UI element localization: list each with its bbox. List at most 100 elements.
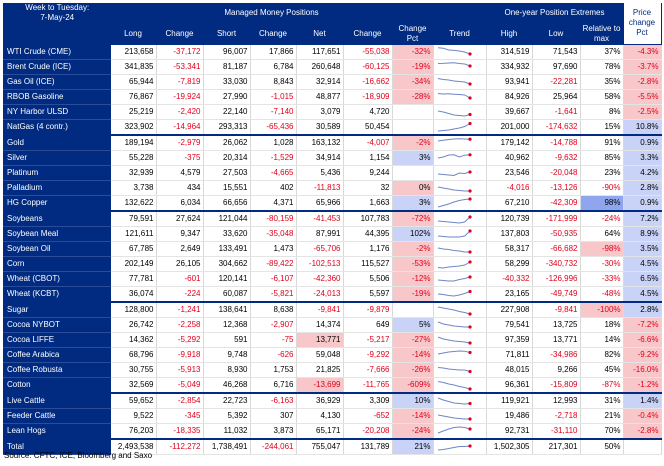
- trend-end-marker: [467, 169, 472, 174]
- short-value: 138,641: [203, 300, 251, 318]
- table-row: Soybean Oil 67,785 2,649 133,491 1,473 -65,70…: [3, 241, 662, 257]
- short-change: 8,638: [250, 300, 297, 318]
- short-value: 96,007: [203, 44, 251, 60]
- col-high: High: [486, 23, 533, 45]
- low-value: 13,771: [532, 332, 581, 348]
- short-value: 304,662: [203, 256, 251, 272]
- price-change: 4.5%: [623, 256, 662, 272]
- trend-sparkline: [433, 180, 487, 196]
- high-value: 58,317: [486, 241, 533, 257]
- source-note: Source: CFTC, ICE, Bloomberg and Saxo: [4, 451, 153, 460]
- table-row: Gold 189,194 -2,979 26,062 1,028 163,132 -4,00…: [3, 133, 662, 151]
- net-change: -55,038: [343, 44, 393, 60]
- header-row-2: Long Change Short Change Net Change Chan…: [3, 23, 661, 45]
- long-value: 2,493,538: [110, 437, 157, 455]
- table-row: NatGas (4 contr.) 323,902 -14,964 293,313 -6…: [3, 119, 662, 135]
- price-change: 4.2%: [623, 165, 662, 181]
- long-change: -14,964: [156, 119, 204, 135]
- trend-line-icon: [437, 121, 472, 131]
- trend-line-icon: [437, 247, 472, 254]
- commodity-name: Coffee Robusta: [3, 362, 111, 378]
- change-pct: 10%: [392, 391, 434, 409]
- net-change: -16,662: [343, 74, 393, 90]
- high-value: 334,932: [486, 59, 533, 75]
- change-pct: [392, 165, 434, 181]
- net-value: -13,699: [296, 377, 344, 393]
- relative-to-max: 35%: [580, 74, 624, 90]
- high-value: 201,000: [486, 119, 533, 135]
- trend-line-icon: [437, 214, 472, 224]
- long-value: 25,219: [110, 104, 157, 120]
- net-value: 36,929: [296, 391, 344, 409]
- trend-sparkline: [433, 44, 487, 60]
- change-pct: -32%: [392, 44, 434, 60]
- title-cell: Week to Tuesday: 7-May-24: [3, 3, 111, 45]
- price-change: 0.9%: [623, 133, 662, 151]
- short-change: 1,473: [250, 241, 297, 257]
- trend-line-icon: [437, 186, 472, 193]
- trend-line: [437, 171, 470, 176]
- change-pct: 102%: [392, 226, 434, 242]
- net-value: -11,813: [296, 180, 344, 196]
- trend-line-icon: [437, 306, 472, 316]
- net-value: 117,651: [296, 44, 344, 60]
- long-value: 341,835: [110, 59, 157, 75]
- short-change: 6,716: [250, 377, 297, 393]
- net-value: 3,079: [296, 104, 344, 120]
- trend-sparkline: [433, 437, 487, 455]
- long-change: 6,034: [156, 195, 204, 211]
- short-change: -6,107: [250, 271, 297, 287]
- net-change: 131,789: [343, 437, 393, 455]
- trend-sparkline: [433, 195, 487, 211]
- short-change: 4,371: [250, 195, 297, 211]
- relative-to-max: 82%: [580, 347, 624, 363]
- trend-end-marker: [467, 426, 472, 431]
- net-value: 65,966: [296, 195, 344, 211]
- long-change: -2,258: [156, 317, 204, 333]
- relative-to-max: 50%: [580, 437, 624, 455]
- low-value: -50,935: [532, 226, 581, 242]
- short-change: -244,061: [250, 437, 297, 455]
- trend-line-icon: [437, 289, 472, 297]
- net-value: -24,013: [296, 286, 344, 302]
- high-value: 93,941: [486, 74, 533, 90]
- trend-end-marker: [467, 249, 472, 254]
- commodity-name: Silver: [3, 150, 111, 166]
- trend-line: [437, 290, 470, 297]
- change-pct: [392, 300, 434, 318]
- relative-to-max: -90%: [580, 180, 624, 196]
- price-change: 3.3%: [623, 150, 662, 166]
- high-value: -40,332: [486, 271, 533, 287]
- low-value: -1,641: [532, 104, 581, 120]
- low-value: -31,110: [532, 423, 581, 439]
- trend-sparkline: [433, 59, 487, 75]
- high-value: 19,486: [486, 408, 533, 424]
- trend-line-icon: [437, 169, 472, 176]
- trend-sparkline: [433, 226, 487, 242]
- trend-end-marker: [467, 214, 472, 219]
- table-row: Sugar 128,800 -1,241 138,641 8,638 -9,841 -9,8…: [3, 300, 662, 318]
- price-change: 4.5%: [623, 286, 662, 302]
- net-change: -5,217: [343, 332, 393, 348]
- high-value: 97,359: [486, 332, 533, 348]
- table-row: Cocoa LIFFE 14,362 -5,292 591 -75 13,771 -5,21…: [3, 332, 662, 348]
- short-change: -1,529: [250, 150, 297, 166]
- table-row: Soybeans 79,591 27,624 121,044 -80,159 -41,45…: [3, 209, 662, 227]
- trend-end-marker: [467, 289, 472, 293]
- short-change: -6,163: [250, 391, 297, 409]
- long-value: 26,742: [110, 317, 157, 333]
- commodity-name: Feeder Cattle: [3, 408, 111, 424]
- net-change: 9,244: [343, 165, 393, 181]
- trend-line: [437, 153, 470, 158]
- net-change: 649: [343, 317, 393, 333]
- commodity-name: Gas Oil (ICE): [3, 74, 111, 90]
- col-net: Net: [296, 23, 344, 45]
- commodity-name: HG Copper: [3, 195, 111, 211]
- short-value: 22,723: [203, 391, 251, 409]
- short-value: 66,656: [203, 195, 251, 211]
- high-value: 23,165: [486, 286, 533, 302]
- col-long: Long: [110, 23, 157, 45]
- trend-sparkline: [433, 119, 487, 135]
- price-change: -1.2%: [623, 377, 662, 393]
- trend-line-icon: [437, 425, 472, 433]
